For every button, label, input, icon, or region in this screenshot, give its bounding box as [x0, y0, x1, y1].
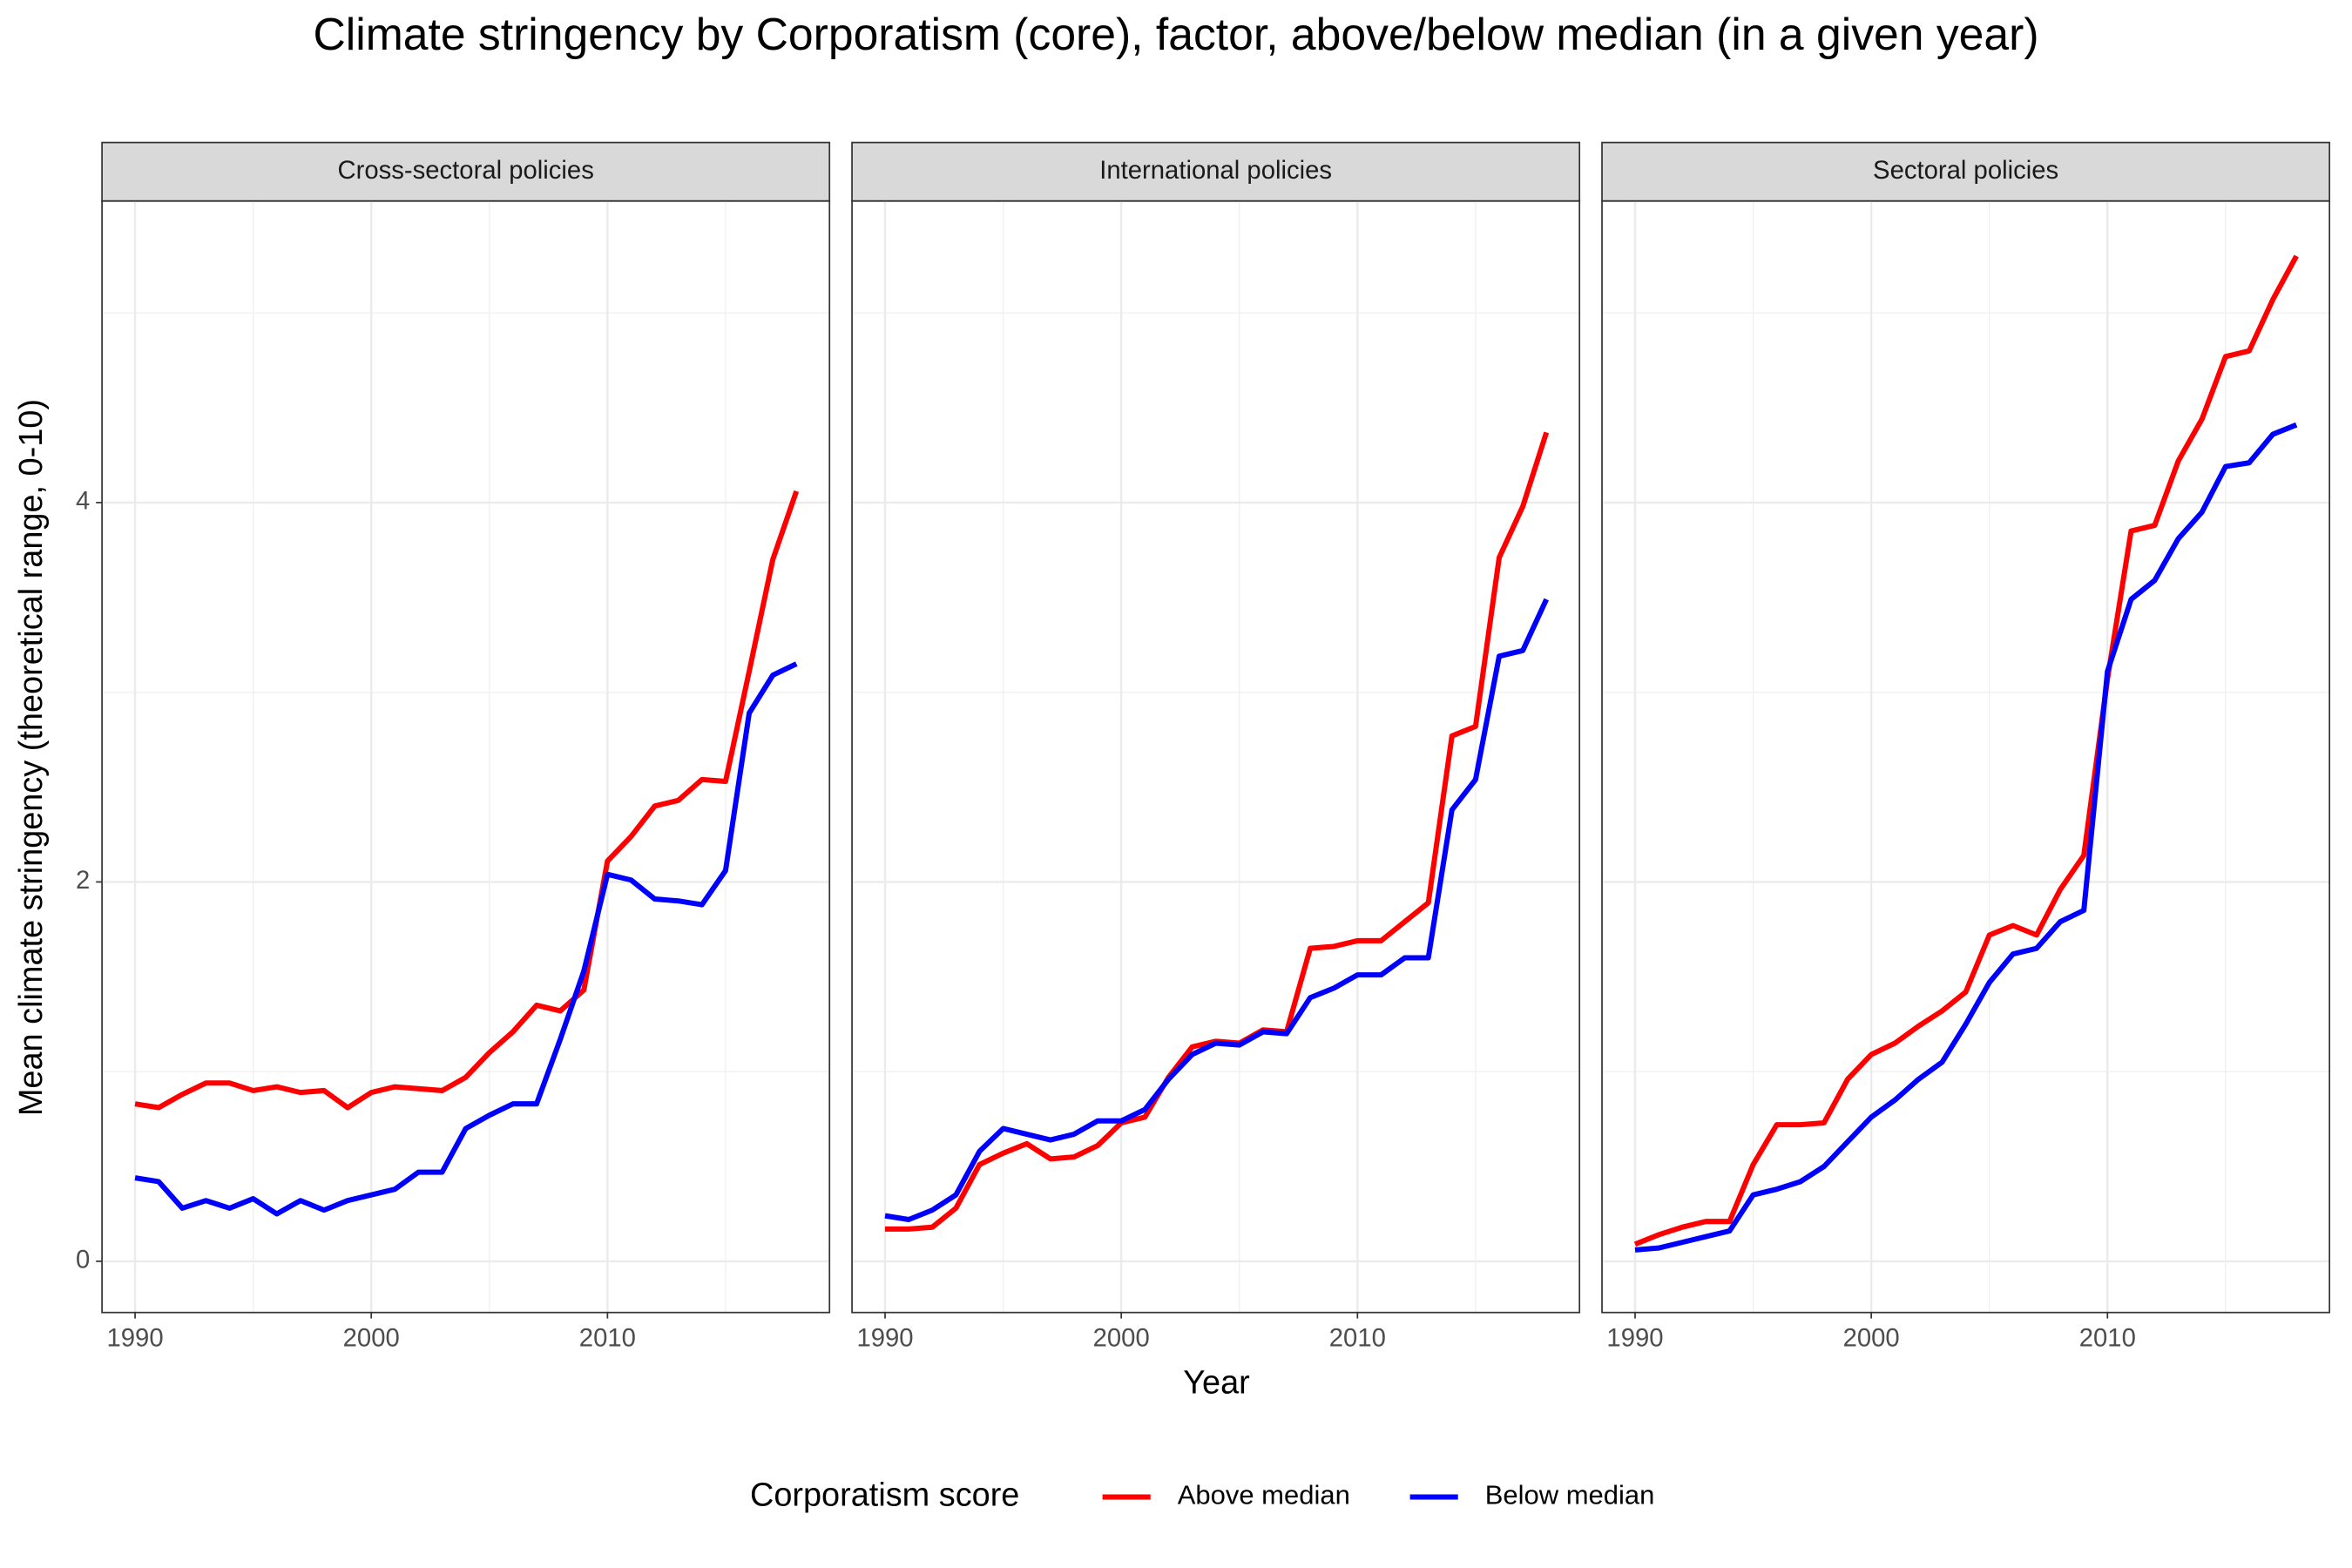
legend-title: Corporatism score	[750, 1477, 1019, 1513]
facet-strip	[851, 141, 1581, 202]
facet-strip	[101, 141, 831, 202]
title-container: Climate stringency by Corporatism (core)…	[313, 10, 2039, 60]
panel-border	[1601, 199, 2331, 1314]
legend-label: Above median	[1178, 1480, 1350, 1511]
panel-border	[851, 199, 1581, 1314]
x-tick-label: 2000	[1093, 1324, 1150, 1352]
x-tick-label: 2010	[1329, 1324, 1386, 1352]
x-tick-label: 2010	[2079, 1324, 2136, 1352]
x-tick-label: 1990	[106, 1324, 163, 1352]
data-line	[1634, 422, 2298, 1253]
x-tick-label: 2010	[579, 1324, 636, 1352]
legend-label: Below median	[1485, 1480, 1655, 1511]
chart-title: Climate stringency by Corporatism (core)…	[313, 10, 2039, 60]
x-tick-label: 2000	[1843, 1324, 1900, 1352]
y-tick-label: 0	[76, 1247, 90, 1274]
y-axis-label: Mean climate stringency (theoretical ran…	[13, 399, 50, 1116]
x-axis-label: Year	[1183, 1364, 1250, 1401]
facet-title: Cross-sectoral policies	[337, 157, 593, 185]
facet-title: International policies	[1099, 157, 1332, 185]
facet-title: Sectoral policies	[1873, 157, 2058, 185]
x-tick-label: 1990	[856, 1324, 913, 1352]
facet-strip	[1601, 141, 2331, 202]
y-tick-label: 2	[76, 867, 90, 895]
data-line	[134, 661, 798, 1217]
x-tick-label: 1990	[1606, 1324, 1663, 1352]
data-line	[884, 598, 1549, 1223]
x-tick-label: 2000	[343, 1324, 400, 1352]
data-line	[134, 490, 800, 1111]
y-tick-label: 4	[76, 488, 90, 516]
data-line	[1633, 254, 2299, 1247]
panel-border	[101, 199, 831, 1314]
